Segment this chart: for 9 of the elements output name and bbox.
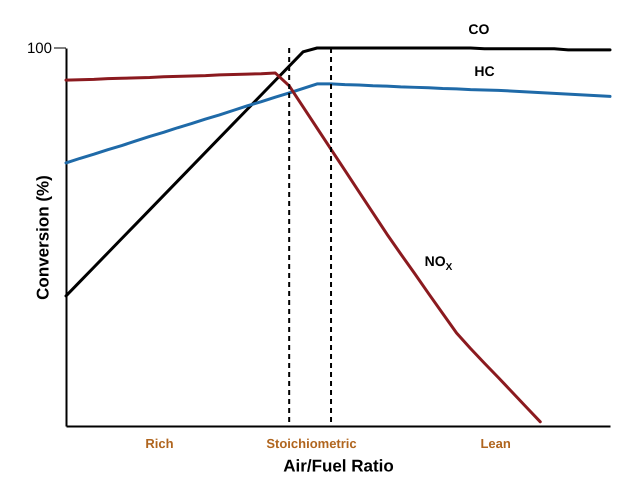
series-label: CO (468, 21, 490, 38)
text: Lean (480, 436, 511, 451)
x-axis-title: Air/Fuel Ratio (283, 456, 394, 476)
text: Rich (145, 436, 174, 451)
series-label: HC (474, 62, 495, 79)
text: 100 (26, 40, 52, 57)
y-axis-title: Conversion (%) (34, 175, 52, 300)
text: Stoichiometric (266, 436, 357, 451)
series-label: NO$_{X}$ (424, 254, 452, 274)
